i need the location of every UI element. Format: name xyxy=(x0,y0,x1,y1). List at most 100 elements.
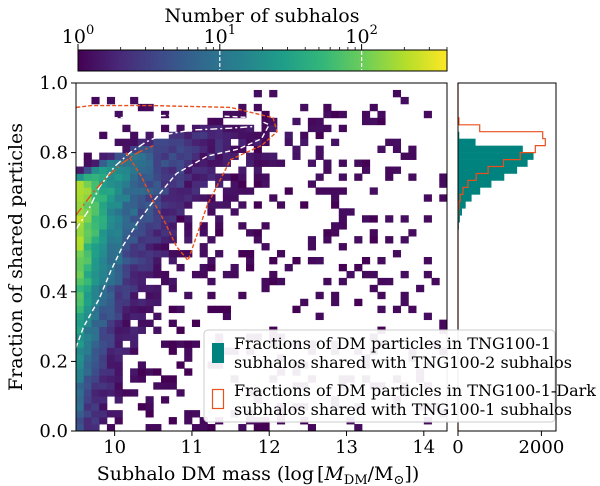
heatmap-cell xyxy=(106,298,116,307)
heatmap-cell xyxy=(207,152,216,160)
side-x-tick-label: 0 xyxy=(452,437,463,458)
heatmap-cell xyxy=(122,124,131,133)
x-tick-label: 12 xyxy=(258,437,281,458)
heatmap-cell xyxy=(106,208,116,216)
heatmap-cell xyxy=(83,403,92,411)
heatmap-cell xyxy=(106,312,116,321)
heatmap-cell xyxy=(222,138,231,147)
heatmap-cell xyxy=(114,250,123,258)
heatmap-cell xyxy=(153,382,162,390)
heatmap-cell xyxy=(369,103,378,112)
heatmap-cell xyxy=(99,354,108,362)
heatmap-cell xyxy=(91,187,100,195)
heatmap-cell xyxy=(76,298,85,307)
heatmap-cell xyxy=(168,215,177,223)
heatmap-cell xyxy=(83,159,92,167)
heatmap-cell xyxy=(137,236,146,244)
legend-swatch-outline xyxy=(211,388,225,410)
heatmap-cell xyxy=(83,424,92,431)
heatmap-cell xyxy=(99,403,108,411)
heatmap-cell xyxy=(184,229,193,237)
heatmap-cell xyxy=(83,257,92,265)
heatmap-cell xyxy=(168,166,177,174)
heatmap-cell xyxy=(423,257,432,265)
heatmap-cell xyxy=(145,263,154,272)
heatmap-cell xyxy=(207,145,216,153)
heatmap-cell xyxy=(346,208,355,216)
heatmap-cell xyxy=(99,222,108,230)
heatmap-cell xyxy=(145,284,154,293)
heatmap-cell xyxy=(106,96,116,105)
heatmap-cell xyxy=(315,173,324,181)
heatmap-cell xyxy=(130,152,139,160)
heatmap-cell xyxy=(145,424,154,431)
heatmap-cell xyxy=(137,159,146,167)
heatmap-cell xyxy=(153,229,162,237)
heatmap-cell xyxy=(222,270,231,279)
heatmap-cell xyxy=(184,291,193,300)
heatmap-cell xyxy=(83,417,92,425)
heatmap-cell xyxy=(191,131,201,140)
heatmap-cell xyxy=(207,166,216,174)
heatmap-cell xyxy=(222,312,231,321)
heatmap-cell xyxy=(184,417,193,425)
heatmap-cell xyxy=(168,187,177,195)
heatmap-cell xyxy=(184,145,193,153)
heatmap-cell xyxy=(91,194,100,202)
hist-bar xyxy=(458,152,534,160)
heatmap-cell xyxy=(99,410,108,418)
heatmap-cell xyxy=(269,277,278,286)
heatmap-cell xyxy=(122,305,131,314)
heatmap-cell xyxy=(315,291,324,300)
heatmap-cell xyxy=(292,152,301,160)
heatmap-cell xyxy=(269,270,278,279)
heatmap-cell xyxy=(338,159,347,167)
heatmap-cell xyxy=(83,173,92,181)
heatmap-cell xyxy=(253,173,262,181)
colorbar-tick-label: 101 xyxy=(204,23,236,48)
heatmap-cell xyxy=(168,319,177,327)
heatmap-cell xyxy=(130,270,139,279)
heatmap-cell xyxy=(83,368,92,376)
heatmap-cell xyxy=(137,201,146,209)
heatmap-cell xyxy=(153,250,162,258)
heatmap-cell xyxy=(292,257,301,265)
heatmap-cell xyxy=(161,194,170,202)
contour-line xyxy=(76,125,254,230)
heatmap-cell xyxy=(137,250,146,258)
heatmap-cell xyxy=(99,263,108,272)
heatmap-cell xyxy=(91,257,100,265)
heatmap-cell xyxy=(122,187,131,195)
heatmap-cell xyxy=(331,201,340,209)
heatmap-cell xyxy=(122,201,131,209)
y-tick-label: 1.0 xyxy=(39,73,68,94)
heatmap-cell xyxy=(114,417,123,425)
heatmap-cell xyxy=(377,145,386,153)
heatmap-cell xyxy=(207,117,216,126)
heatmap-cell xyxy=(184,159,193,167)
heatmap-cell xyxy=(238,201,247,209)
heatmap-cell xyxy=(253,229,262,237)
heatmap-cell xyxy=(392,305,402,314)
heatmap-cell xyxy=(99,187,108,195)
heatmap-cell xyxy=(145,222,154,230)
heatmap-cell xyxy=(106,319,116,327)
y-tick-label: 0.8 xyxy=(39,143,68,164)
heatmap-cell xyxy=(199,263,208,272)
y-axis-ticks: 0.0 0.2 0.4 0.6 0.8 1.0 xyxy=(39,73,462,442)
heatmap-cell xyxy=(253,131,262,140)
heatmap-cell xyxy=(199,222,208,230)
heatmap-cell xyxy=(130,215,139,223)
heatmap-cell xyxy=(76,361,85,369)
heatmap-cell xyxy=(222,152,231,160)
heatmap-cell xyxy=(83,187,92,195)
heatmap-cell xyxy=(369,229,378,237)
heatmap-cell xyxy=(106,375,116,383)
heatmap-cell xyxy=(83,166,92,174)
heatmap-cell xyxy=(161,138,170,147)
heatmap-cell xyxy=(145,410,154,418)
heatmap-cell xyxy=(137,180,146,188)
heatmap-cell xyxy=(114,291,123,300)
heatmap-cell xyxy=(137,187,146,195)
heatmap-cell xyxy=(91,340,100,348)
